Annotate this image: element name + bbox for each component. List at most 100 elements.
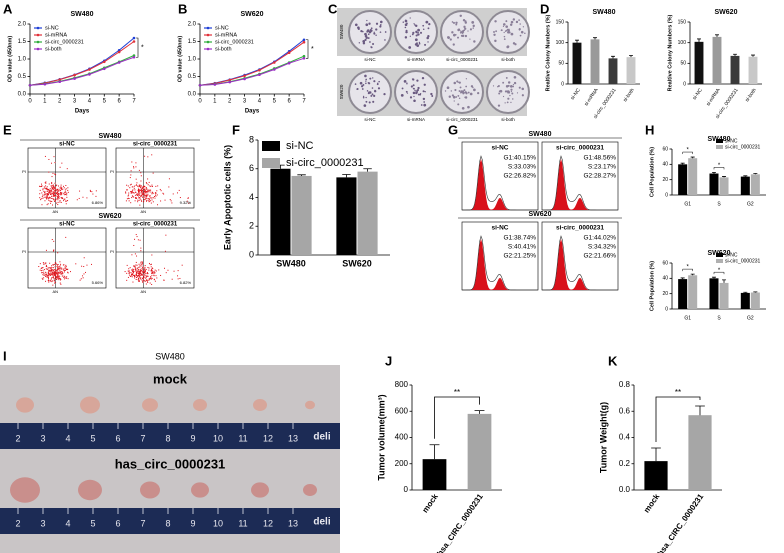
colony [452, 43, 455, 46]
event-dot [141, 190, 143, 192]
colony [472, 24, 475, 28]
event-dot [53, 195, 55, 197]
colony [518, 19, 520, 21]
event-dot [148, 181, 150, 183]
event-dot [46, 193, 48, 195]
event-dot [51, 191, 53, 193]
event-dot [49, 193, 51, 195]
colony [424, 91, 426, 93]
x-tick-label: mock [642, 492, 662, 515]
colony [518, 28, 521, 31]
event-dot [65, 185, 67, 187]
event-dot [51, 269, 53, 271]
event-dot [57, 190, 59, 192]
event-dot [54, 182, 56, 184]
event-dot [57, 278, 59, 280]
event-dot [81, 275, 83, 277]
x-tick-label: 1 [43, 99, 47, 105]
event-dot [49, 262, 51, 264]
event-dot [144, 155, 146, 157]
event-dot [128, 200, 130, 202]
event-dot [43, 194, 45, 196]
series-line [199, 55, 305, 86]
event-dot [130, 170, 132, 172]
event-dot [39, 189, 41, 191]
event-dot [52, 271, 54, 273]
colony [417, 31, 419, 34]
event-dot [64, 266, 66, 268]
data-point [132, 55, 136, 59]
event-dot [153, 271, 155, 273]
tumor [80, 396, 100, 414]
colony [358, 42, 361, 44]
event-dot [138, 190, 140, 192]
quadrant-percent: 9.32% [180, 200, 192, 205]
event-dot [49, 192, 51, 194]
phase-stat: G2:26.82% [503, 173, 536, 180]
event-dot [65, 265, 67, 267]
event-dot [47, 189, 49, 191]
event-dot [63, 271, 65, 273]
event-dot [46, 187, 48, 189]
event-dot [52, 172, 54, 174]
event-dot [143, 189, 145, 191]
error-bar [690, 156, 695, 159]
colony [522, 26, 525, 28]
event-dot [137, 275, 139, 277]
event-dot [63, 198, 65, 200]
g1-g2-peaks [462, 159, 538, 210]
event-dot [48, 192, 50, 194]
event-dot [146, 191, 148, 193]
event-dot [140, 187, 142, 189]
legend-label: si-both [45, 46, 62, 52]
colony [364, 32, 367, 36]
event-dot [160, 274, 162, 276]
event-dot [132, 189, 134, 191]
event-dot [142, 267, 144, 269]
event-dot [149, 185, 151, 187]
y-tick-label: 2.0 [188, 22, 197, 28]
significance-bracket [434, 396, 480, 439]
event-dot [136, 255, 138, 257]
event-dot [50, 270, 52, 272]
event-dot [138, 271, 140, 273]
colony [447, 36, 450, 39]
event-dot [50, 278, 52, 280]
row-label: SW480 [339, 24, 344, 39]
event-dot [132, 281, 134, 283]
event-dot [134, 277, 136, 279]
event-dot [142, 277, 144, 279]
y-tick-label: 150 [556, 19, 565, 25]
colony [473, 40, 476, 43]
event-dot [43, 273, 45, 275]
event-dot [66, 276, 68, 278]
event-dot [130, 192, 132, 194]
event-dot [144, 186, 146, 188]
colony [412, 91, 416, 95]
x-tick-label: si-both [744, 87, 758, 103]
event-dot [139, 272, 141, 274]
event-dot [138, 192, 140, 194]
error-bar [575, 39, 579, 43]
event-dot [45, 264, 47, 266]
event-dot [48, 191, 50, 193]
event-dot [60, 197, 62, 199]
event-dot [60, 186, 62, 188]
event-dot [60, 191, 62, 193]
event-dot [130, 183, 132, 185]
event-dot [59, 268, 61, 270]
event-dot [47, 275, 49, 277]
colony [503, 35, 506, 38]
event-dot [186, 200, 188, 202]
event-dot [47, 276, 49, 278]
annotation: * [686, 265, 689, 271]
colony [497, 104, 501, 107]
event-dot [57, 273, 59, 275]
colony [379, 20, 383, 24]
colony [416, 79, 419, 82]
event-dot [51, 267, 53, 269]
event-dot [51, 265, 53, 267]
colony [377, 87, 381, 90]
event-dot [131, 186, 133, 188]
ruler-number: 9 [190, 518, 195, 528]
